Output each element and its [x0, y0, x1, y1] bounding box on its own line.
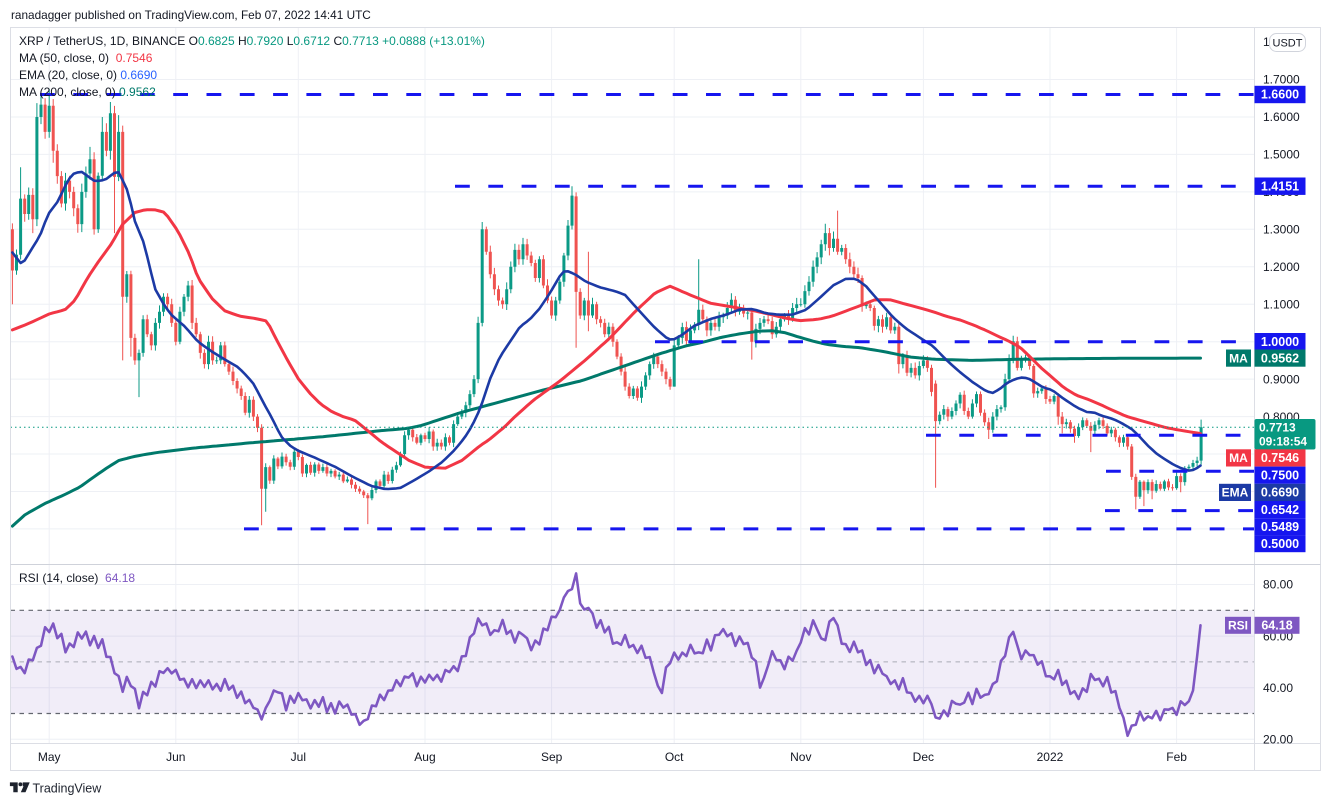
svg-text:1: 1 — [1263, 35, 1270, 49]
svg-text:1.5000: 1.5000 — [1263, 148, 1300, 162]
svg-text:MA: MA — [1229, 351, 1248, 365]
svg-text:MA (50, close, 0) 0.7546: MA (50, close, 0) 0.7546 — [19, 51, 153, 65]
svg-text:MA (200, close, 0) 0.9562: MA (200, close, 0) 0.9562 — [19, 85, 156, 99]
svg-text:1.4151: 1.4151 — [1261, 179, 1299, 193]
svg-text:RSI (14, close) 64.18: RSI (14, close) 64.18 — [19, 571, 135, 585]
svg-text:0.7546: 0.7546 — [1261, 451, 1299, 465]
svg-text:USDT: USDT — [1273, 38, 1303, 50]
svg-text:1.3000: 1.3000 — [1263, 223, 1300, 237]
svg-text:1.2000: 1.2000 — [1263, 260, 1300, 274]
svg-text:EMA (20, close, 0) 0.6690: EMA (20, close, 0) 0.6690 — [19, 68, 157, 82]
svg-text:0.7713: 0.7713 — [1259, 421, 1296, 435]
svg-text:Jun: Jun — [166, 750, 185, 764]
svg-text:EMA: EMA — [1222, 486, 1249, 500]
svg-text:TradingView: TradingView — [33, 782, 103, 796]
svg-text:RSI: RSI — [1228, 619, 1248, 633]
svg-text:0.9562: 0.9562 — [1261, 351, 1299, 365]
svg-text:Nov: Nov — [790, 750, 811, 764]
svg-text:20.00: 20.00 — [1263, 733, 1293, 747]
svg-text:64.18: 64.18 — [1261, 619, 1292, 633]
svg-text:Oct: Oct — [665, 750, 684, 764]
svg-text:0.5000: 0.5000 — [1261, 537, 1299, 551]
svg-text:MA: MA — [1229, 451, 1248, 465]
svg-text:1.6000: 1.6000 — [1263, 110, 1300, 124]
svg-text:Jul: Jul — [291, 750, 306, 764]
svg-text:0.7500: 0.7500 — [1261, 468, 1299, 482]
svg-text:1.7000: 1.7000 — [1263, 73, 1300, 87]
svg-text:0.9000: 0.9000 — [1263, 372, 1300, 386]
svg-text:Dec: Dec — [913, 750, 934, 764]
svg-text:0.6542: 0.6542 — [1261, 503, 1299, 517]
svg-text:0.6690: 0.6690 — [1261, 486, 1299, 500]
svg-text:2022: 2022 — [1037, 750, 1064, 764]
svg-text:80.00: 80.00 — [1263, 578, 1293, 592]
svg-text:Aug: Aug — [414, 750, 435, 764]
svg-text:09:18:54: 09:18:54 — [1259, 435, 1307, 449]
svg-text:40.00: 40.00 — [1263, 681, 1293, 695]
svg-text:Feb: Feb — [1166, 750, 1187, 764]
svg-text:May: May — [38, 750, 61, 764]
svg-text:1.0000: 1.0000 — [1261, 335, 1299, 349]
svg-text:ranadagger published on Tradin: ranadagger published on TradingView.com,… — [11, 8, 371, 22]
svg-text:1.6600: 1.6600 — [1261, 88, 1299, 102]
svg-text:0.5489: 0.5489 — [1261, 520, 1299, 534]
svg-text:XRP / TetherUS, 1D, BINANCE O0: XRP / TetherUS, 1D, BINANCE O0.6825 H0.7… — [19, 34, 485, 48]
svg-text:1.1000: 1.1000 — [1263, 297, 1300, 311]
svg-text:Sep: Sep — [541, 750, 563, 764]
